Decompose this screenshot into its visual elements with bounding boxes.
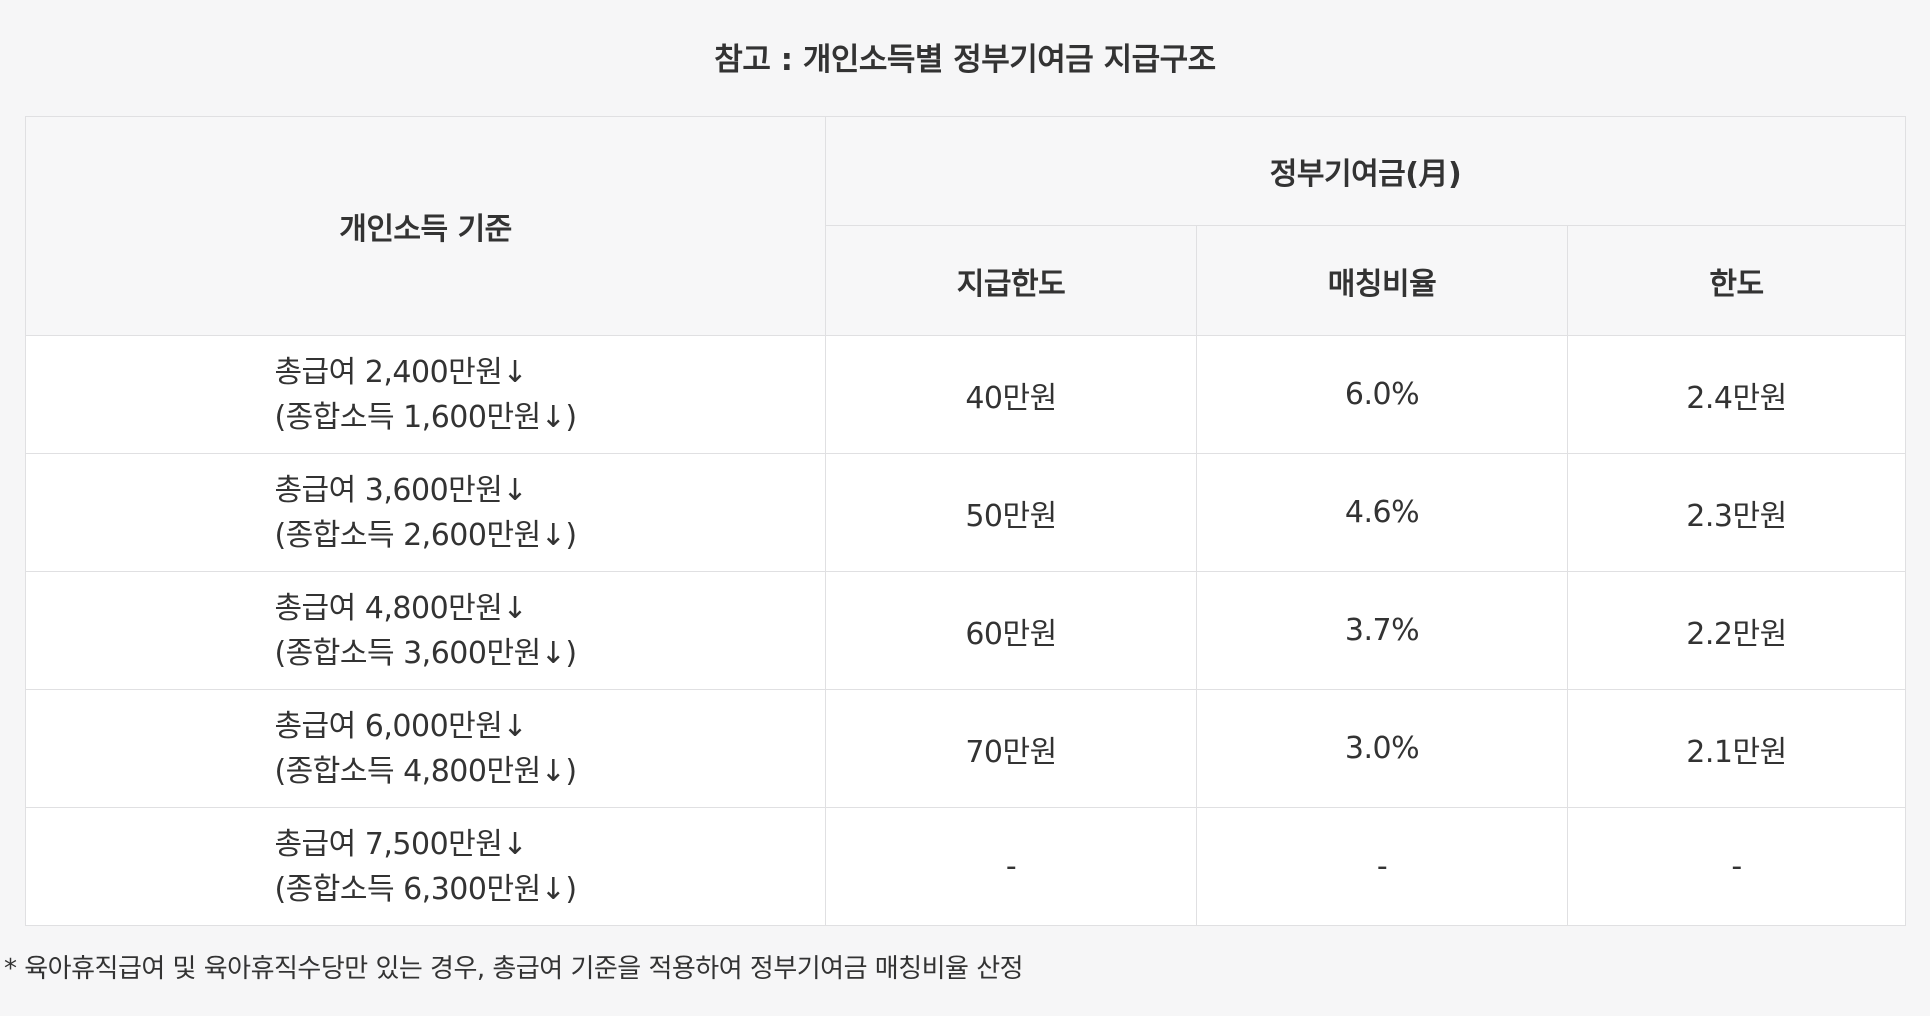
- matching-ratio-cell: 3.0%: [1196, 689, 1568, 808]
- income-comprehensive: (종합소득 1,600만원↓): [274, 399, 577, 435]
- payment-limit-cell: -: [825, 807, 1197, 926]
- header-payment-limit: 지급한도: [825, 225, 1197, 336]
- matching-ratio-cell: -: [1196, 807, 1568, 926]
- header-cap: 한도: [1567, 225, 1906, 336]
- cap-cell: 2.2만원: [1567, 571, 1906, 690]
- cap-cell: 2.4만원: [1567, 335, 1906, 454]
- income-cell: 총급여 6,000만원↓ (종합소득 4,800만원↓): [25, 689, 826, 808]
- cap-cell: 2.3만원: [1567, 453, 1906, 572]
- income-comprehensive: (종합소득 2,600만원↓): [274, 517, 577, 553]
- matching-ratio-cell: 4.6%: [1196, 453, 1568, 572]
- income-comprehensive: (종합소득 3,600만원↓): [274, 635, 577, 671]
- page-title: 참고 : 개인소득별 정부기여금 지급구조: [714, 42, 1216, 78]
- table-row: 총급여 4,800만원↓ (종합소득 3,600만원↓) 60만원 3.7% 2…: [25, 571, 1906, 690]
- table-header-row: 개인소득 기준 정부기여금(月): [25, 116, 1906, 336]
- income-cell: 총급여 4,800만원↓ (종합소득 3,600만원↓): [25, 571, 826, 690]
- matching-ratio-cell: 6.0%: [1196, 335, 1568, 454]
- table-row: 총급여 7,500만원↓ (종합소득 6,300만원↓) - - -: [25, 807, 1906, 926]
- income-total-salary: 총급여 3,600만원↓: [274, 472, 528, 508]
- income-total-salary: 총급여 2,400만원↓: [274, 354, 528, 390]
- income-cell: 총급여 7,500만원↓ (종합소득 6,300만원↓): [25, 807, 826, 926]
- income-comprehensive: (종합소득 4,800만원↓): [274, 753, 577, 789]
- table-row: 총급여 2,400만원↓ (종합소득 1,600만원↓) 40만원 6.0% 2…: [25, 335, 1906, 454]
- income-total-salary: 총급여 7,500만원↓: [274, 826, 528, 862]
- payment-limit-cell: 60만원: [825, 571, 1197, 690]
- cap-cell: -: [1567, 807, 1906, 926]
- table-row: 총급여 3,600만원↓ (종합소득 2,600만원↓) 50만원 4.6% 2…: [25, 453, 1906, 572]
- payment-limit-cell: 50만원: [825, 453, 1197, 572]
- table-subheader-row: 지급한도 매칭비율 한도: [26, 225, 1906, 336]
- payment-limit-cell: 70만원: [825, 689, 1197, 808]
- income-total-salary: 총급여 4,800만원↓: [274, 590, 528, 626]
- footnote: * 육아휴직급여 및 육아휴직수당만 있는 경우, 총급여 기준을 적용하여 정…: [4, 954, 1024, 984]
- header-income-basis: 개인소득 기준: [25, 116, 826, 336]
- income-total-salary: 총급여 6,000만원↓: [274, 708, 528, 744]
- income-comprehensive: (종합소득 6,300만원↓): [274, 871, 577, 907]
- header-contribution-group: 정부기여금(月): [825, 116, 1906, 226]
- income-cell: 총급여 3,600만원↓ (종합소득 2,600만원↓): [25, 453, 826, 572]
- header-matching-ratio: 매칭비율: [1196, 225, 1568, 336]
- cap-cell: 2.1만원: [1567, 689, 1906, 808]
- payment-limit-cell: 40만원: [825, 335, 1197, 454]
- income-cell: 총급여 2,400만원↓ (종합소득 1,600만원↓): [25, 335, 826, 454]
- contribution-table: 개인소득 기준 정부기여금(月) 지급한도 매칭비율 한도 총급여 2,400만…: [25, 116, 1906, 926]
- matching-ratio-cell: 3.7%: [1196, 571, 1568, 690]
- table-row: 총급여 6,000만원↓ (종합소득 4,800만원↓) 70만원 3.0% 2…: [25, 689, 1906, 808]
